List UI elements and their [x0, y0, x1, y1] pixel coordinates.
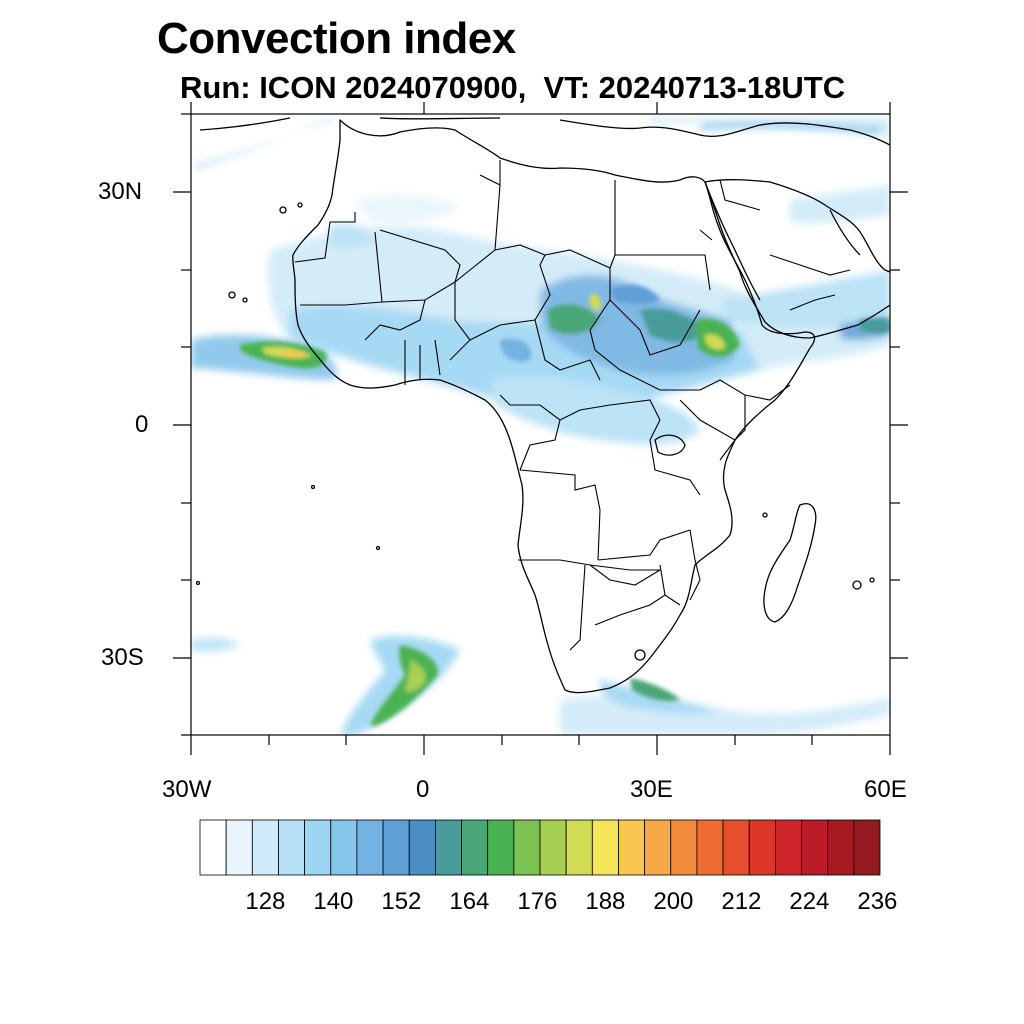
colorbar-swatch: [748, 819, 776, 876]
colorbar-swatch: [408, 819, 436, 876]
colorbar-tick-label: 140: [313, 888, 354, 915]
lon-label-0: 0: [416, 776, 430, 803]
colorbar-swatch: [434, 819, 462, 876]
colorbar-swatch: [827, 819, 855, 876]
colorbar-swatch: [513, 819, 541, 876]
lon-label-30e: 30E: [630, 776, 673, 803]
colorbar-swatch: [304, 819, 332, 876]
axis-ticks: [173, 102, 908, 755]
colorbar-swatch: [330, 819, 358, 876]
colorbar-swatch: [487, 819, 515, 876]
lon-label-30w: 30W: [162, 776, 212, 803]
colorbar-swatch: [199, 819, 227, 876]
colorbar-swatch: [278, 819, 306, 876]
colorbar-swatch: [565, 819, 593, 876]
colorbar-tick-label: 236: [857, 888, 898, 915]
coastlines: [195, 117, 890, 694]
figure-subtitle: Run: ICON 2024070900, VT: 20240713-18UTC: [180, 70, 846, 105]
colorbar-swatch: [801, 819, 829, 876]
colorbar-swatch: [696, 819, 724, 876]
colorbar-swatch: [251, 819, 279, 876]
lat-label-30s: 30S: [101, 644, 144, 671]
lat-label-0: 0: [135, 411, 149, 438]
colorbar-tick-label: 176: [517, 888, 558, 915]
colorbar-swatch: [774, 819, 802, 876]
colorbar-swatch: [618, 819, 646, 876]
colorbar-swatch: [853, 819, 881, 876]
colorbar-swatch: [356, 819, 384, 876]
figure-title: Convection index: [157, 14, 516, 63]
colorbar-swatch: [591, 819, 619, 876]
colorbar-tick-label: 164: [449, 888, 490, 915]
lat-label-30n: 30N: [98, 178, 143, 205]
colorbar-tick-label: 152: [381, 888, 422, 915]
colorbar-tick-label: 188: [585, 888, 626, 915]
convection-field: [191, 118, 890, 735]
colorbar-swatch: [225, 819, 253, 876]
country-borders: [294, 160, 851, 651]
colorbar: [199, 819, 881, 876]
colorbar-swatch: [644, 819, 672, 876]
lon-label-60e: 60E: [864, 776, 907, 803]
colorbar-swatch: [461, 819, 489, 876]
colorbar-swatch: [539, 819, 567, 876]
colorbar-tick-label: 224: [789, 888, 830, 915]
colorbar-swatch: [670, 819, 698, 876]
colorbar-tick-label: 212: [721, 888, 762, 915]
colorbar-tick-label: 200: [653, 888, 694, 915]
colorbar-swatch: [382, 819, 410, 876]
colorbar-tick-label: 128: [245, 888, 286, 915]
colorbar-swatch: [722, 819, 750, 876]
